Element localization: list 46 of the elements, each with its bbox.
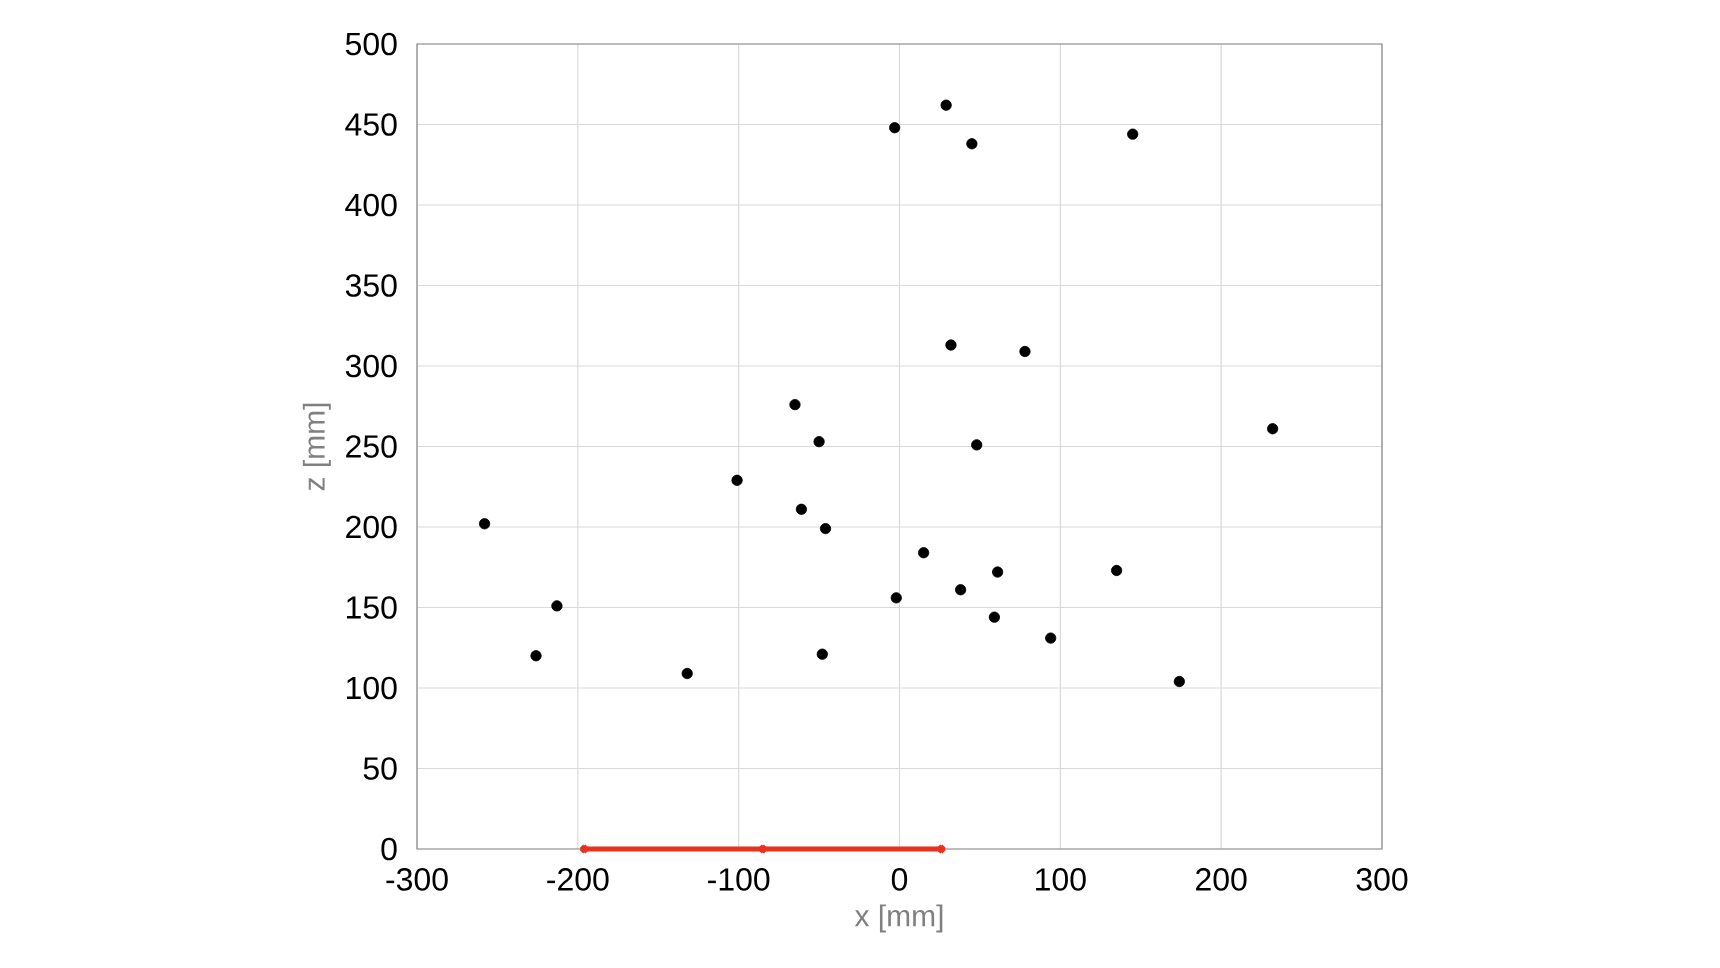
- x-tick-label: 0: [891, 868, 908, 891]
- x-axis-title: x [mm]: [854, 904, 943, 933]
- x-tick-label: 300: [1356, 868, 1408, 891]
- y-tick-label: 0: [381, 837, 397, 861]
- y-tick-label: 100: [347, 676, 397, 700]
- point: [789, 399, 801, 411]
- y-tick-label: 350: [345, 274, 397, 297]
- point: [889, 122, 901, 134]
- point: [731, 474, 743, 486]
- point: [795, 503, 807, 515]
- point: [988, 611, 1000, 623]
- point: [551, 600, 563, 612]
- point: [918, 547, 930, 559]
- point: [1019, 345, 1031, 358]
- point: [945, 339, 957, 351]
- point: [1045, 632, 1057, 644]
- point: [955, 584, 967, 596]
- x-tick-label: -300: [386, 868, 448, 891]
- point: [1127, 128, 1139, 140]
- point: [971, 439, 983, 451]
- x-tick-label: -100: [708, 868, 770, 891]
- point: [819, 522, 832, 535]
- point: [1111, 564, 1123, 577]
- point: [890, 592, 902, 604]
- point: [681, 667, 693, 680]
- x-tick-label: 200: [1196, 868, 1247, 891]
- x-tick-label: -200: [547, 868, 609, 891]
- y-axis-title: z [mm]: [302, 403, 331, 491]
- point: [530, 650, 542, 662]
- y-tick-label: 300: [345, 354, 397, 378]
- point: [816, 648, 828, 660]
- y-tick-label: 400: [345, 193, 397, 217]
- point: [1173, 675, 1185, 688]
- point: [940, 99, 952, 111]
- point: [813, 436, 825, 448]
- y-tick-label: 150: [347, 596, 397, 619]
- x-tick-label: 100: [1036, 868, 1086, 891]
- point: [1267, 423, 1279, 435]
- point: [478, 518, 491, 530]
- y-tick-label: 500: [345, 32, 397, 56]
- y-tick-label: 450: [345, 113, 397, 136]
- y-tick-label: 50: [363, 757, 397, 780]
- point: [966, 138, 978, 150]
- y-tick-label: 200: [346, 515, 397, 539]
- point: [992, 566, 1004, 578]
- y-tick-label: 250: [346, 435, 397, 458]
